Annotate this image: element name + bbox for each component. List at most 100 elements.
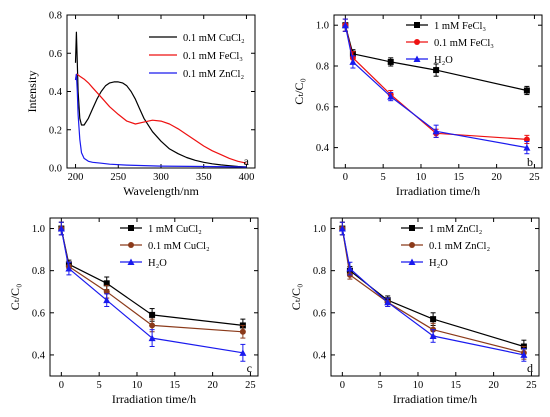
x-tick-label: 5	[97, 380, 102, 391]
y-tick-label: 0.6	[316, 102, 329, 113]
legend-label: 0.1 mM ZnCl₂	[183, 69, 244, 80]
x-tick-label: 300	[153, 172, 169, 183]
data-point	[432, 127, 440, 135]
data-point	[149, 322, 156, 329]
data-point	[341, 21, 349, 29]
data-point	[433, 67, 440, 74]
legend-marker	[414, 39, 420, 45]
y-tick-label: 0.4	[316, 143, 330, 154]
x-tick-label: 25	[245, 380, 256, 391]
data-point	[346, 265, 354, 272]
plot-frame	[330, 217, 540, 377]
data-point	[349, 58, 357, 65]
legend-label: H₂O	[148, 258, 167, 269]
x-tick-label: 20	[491, 172, 502, 183]
data-point	[103, 296, 111, 304]
x-tick-label: 10	[132, 380, 143, 391]
y-tick-label: 0.8	[49, 11, 62, 22]
y-tick-label: 0.4	[313, 350, 327, 361]
x-axis-label: Irradiation time/h	[396, 184, 480, 198]
x-tick-label: 10	[416, 172, 427, 183]
data-point	[103, 288, 110, 295]
legend-marker	[127, 258, 135, 265]
legend-marker	[128, 225, 134, 231]
y-tick-label: 1.0	[316, 21, 329, 32]
data-point	[239, 349, 247, 356]
y-tick-label: 0.6	[49, 49, 62, 60]
legend-marker	[408, 258, 416, 265]
y-tick-label: 0.6	[32, 308, 45, 319]
legend-marker	[414, 22, 420, 28]
y-axis-label: Cₜ/C₀	[292, 78, 306, 104]
data-point	[523, 87, 530, 94]
chart-panel-b: 0 5 10 15 20 25 0.4 0.6 0.8 1.0 Irradiation time/h…	[292, 14, 543, 198]
data-point	[149, 311, 156, 318]
x-tick-label: 0	[59, 380, 64, 391]
panel-letter: a	[244, 154, 250, 168]
legend-label: 0.1 mM FeCl₃	[183, 51, 243, 62]
x-tick-label: 25	[526, 380, 537, 391]
y-tick-label: 0.8	[313, 266, 326, 277]
y-axis-label: Cₜ/C₀	[289, 284, 303, 310]
data-point	[387, 93, 395, 100]
plot-frame	[333, 14, 543, 169]
x-tick-label: 5	[378, 380, 383, 391]
legend-label: 1 mM FeCl₃	[434, 21, 486, 32]
data-point	[65, 265, 73, 272]
chart-panel-d: 0 5 10 15 20 25 0.4 0.6 0.8 1.0 Irradiation time/h…	[289, 217, 540, 406]
x-tick-label: 0	[343, 172, 348, 183]
x-tick-label: 20	[488, 380, 499, 391]
x-tick-label: 400	[239, 172, 255, 183]
data-point	[430, 316, 437, 323]
y-tick-label: 0.0	[49, 164, 62, 175]
data-point	[148, 334, 156, 342]
legend-marker	[128, 242, 134, 248]
x-tick-label: 200	[68, 172, 84, 183]
legend-label: 0.1 mM ZnCl₂	[429, 241, 490, 252]
x-tick-label: 15	[454, 172, 465, 183]
y-tick-label: 0.4	[32, 350, 46, 361]
data-point	[103, 280, 110, 287]
y-tick-label: 0.6	[313, 308, 326, 319]
data-point	[239, 328, 246, 335]
data-point	[523, 144, 531, 151]
legend-marker	[409, 242, 415, 248]
x-tick-label: 5	[381, 172, 386, 183]
x-axis-label: Wavelength/nm	[123, 184, 199, 198]
legend-label: 0.1 mM FeCl₃	[434, 38, 494, 49]
x-tick-label: 15	[451, 380, 462, 391]
data-point	[520, 351, 528, 358]
panel-letter: b	[527, 155, 533, 169]
legend-label: 0.1 mM CuCl₂	[183, 33, 245, 44]
data-point	[387, 58, 394, 65]
y-tick-label: 0.4	[49, 87, 63, 98]
x-tick-label: 10	[413, 380, 424, 391]
y-axis-label: Intensity	[25, 71, 39, 113]
series-line	[74, 31, 247, 168]
data-point	[338, 225, 346, 232]
x-tick-label: 20	[207, 380, 218, 391]
y-axis-label: Cₜ/C₀	[8, 284, 22, 310]
x-tick-label: 350	[196, 172, 212, 183]
legend-label: 1 mM CuCl₂	[148, 224, 202, 235]
data-point	[57, 225, 65, 232]
panel-letter: c	[247, 361, 252, 375]
y-tick-label: 0.2	[49, 125, 62, 136]
x-axis-label: Irradiation time/h	[393, 392, 477, 406]
x-axis-label: Irradiation time/h	[112, 392, 196, 406]
plot-frame	[49, 217, 259, 377]
series-line	[74, 73, 247, 168]
legend-label: H₂O	[434, 55, 453, 66]
x-tick-label: 0	[340, 380, 345, 391]
legend-marker	[409, 225, 415, 231]
x-tick-label: 250	[110, 172, 126, 183]
legend-label: H₂O	[429, 258, 448, 269]
series-line	[74, 73, 247, 164]
legend-label: 0.1 mM CuCl₂	[148, 241, 210, 252]
chart-panel-c: 0 5 10 15 20 25 0.4 0.6 0.8 1.0 Irradiation time/h…	[8, 217, 259, 406]
y-tick-label: 0.8	[316, 62, 329, 73]
data-point	[429, 332, 437, 339]
data-point	[384, 298, 392, 306]
x-tick-label: 15	[170, 380, 181, 391]
